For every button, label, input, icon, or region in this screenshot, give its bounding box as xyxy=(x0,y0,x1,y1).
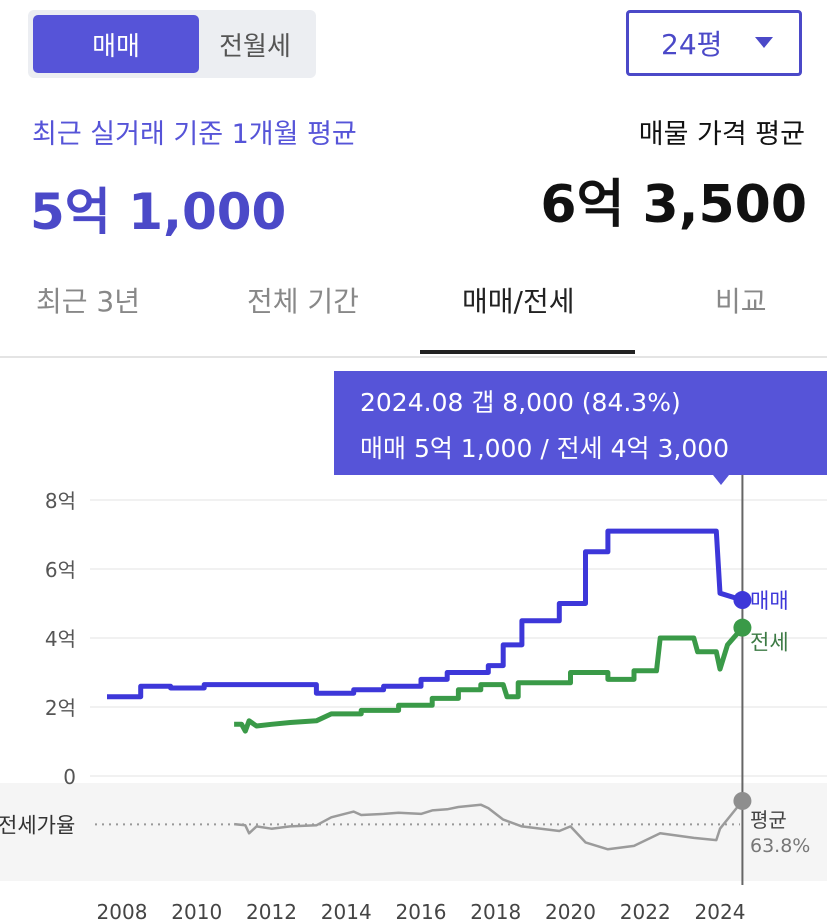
ratio-average-value: 63.8% xyxy=(750,835,810,857)
size-select-value: 24평 xyxy=(661,28,723,61)
recent-price-label: 최근 실거래 기준 1개월 평균 xyxy=(32,119,357,150)
deal-type-toggle: 매매 전월세 xyxy=(28,10,316,78)
x-tick-label: 2016 xyxy=(396,900,447,922)
tab-compare[interactable]: 비교 xyxy=(715,285,767,318)
y-tick-label: 2억 xyxy=(45,696,76,720)
tab-recent-3y[interactable]: 최근 3년 xyxy=(36,285,140,318)
tooltip-gap-line: 2024.08 갭 8,000 (84.3%) xyxy=(360,388,681,417)
recent-price-value: 5억 1,000 xyxy=(30,183,287,241)
tab-all-period[interactable]: 전체 기간 xyxy=(247,285,359,318)
sale-toggle-button[interactable]: 매매 xyxy=(33,15,199,73)
x-tick-label: 2008 xyxy=(97,900,148,922)
ratio-average-label: 평균 xyxy=(750,808,787,832)
listing-price-value: 6억 3,500 xyxy=(540,175,807,235)
jeonse-series-line xyxy=(234,626,745,734)
period-tabs: 최근 3년 전체 기간 매매/전세 비교 xyxy=(0,262,827,358)
ratio-series-line xyxy=(233,800,744,851)
x-tick-label: 2018 xyxy=(470,900,521,922)
tab-sale-jeonse[interactable]: 매매/전세 xyxy=(462,285,575,318)
size-select[interactable]: 24평 xyxy=(626,10,802,76)
chart-tooltip: 2024.08 갭 8,000 (84.3%) 매매 5억 1,000 / 전세… xyxy=(334,371,827,485)
sale-end-marker xyxy=(733,591,752,610)
y-tick-label: 8억 xyxy=(45,489,76,513)
sale-series-line xyxy=(107,528,744,700)
x-tick-label: 2014 xyxy=(321,900,372,922)
ratio-axis-label: 전세가율 xyxy=(0,813,75,837)
x-tick-label: 2012 xyxy=(246,900,297,922)
tooltip-arrow xyxy=(713,475,729,485)
jeonse-end-marker xyxy=(733,618,752,637)
x-tick-label: 2020 xyxy=(545,900,596,922)
price-chart[interactable]: 8억 6억 4억 2억 0 전세가율 2008 2010 2012 2014 2016 2018 202… xyxy=(0,475,827,922)
ratio-panel-background xyxy=(0,783,827,881)
x-tick-label: 2022 xyxy=(620,900,671,922)
ratio-end-marker xyxy=(733,791,752,810)
x-tick-label: 2024 xyxy=(695,900,746,922)
tooltip-price-line: 매매 5억 1,000 / 전세 4억 3,000 xyxy=(360,434,730,463)
y-tick-label: 0 xyxy=(63,765,76,789)
y-tick-label: 4억 xyxy=(45,627,76,651)
jeonse-end-label: 전세 xyxy=(750,631,789,655)
sale-end-label: 매매 xyxy=(750,589,789,613)
active-tab-indicator xyxy=(420,350,635,354)
y-tick-label: 6억 xyxy=(45,558,76,582)
chevron-down-icon xyxy=(755,37,773,48)
x-tick-label: 2010 xyxy=(171,900,222,922)
listing-price-label: 매물 가격 평균 xyxy=(638,119,805,150)
lease-toggle-button[interactable]: 전월세 xyxy=(219,31,291,62)
